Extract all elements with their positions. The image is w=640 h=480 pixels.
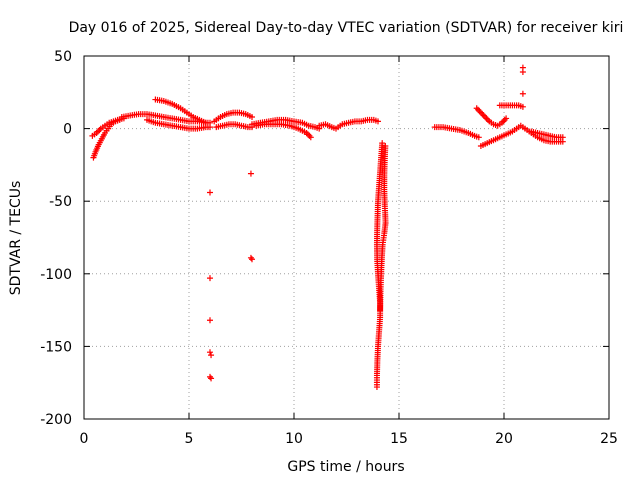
data-point-dip-right	[377, 307, 384, 314]
data-point-t8-11-low	[307, 134, 314, 141]
data-point-spike-6	[208, 375, 215, 382]
data-point-t19-rise	[476, 108, 483, 115]
data-point-t19-rise	[484, 116, 491, 123]
data-point-t19-rise	[473, 105, 480, 112]
data-point-spike-21	[519, 90, 526, 97]
data-point-t17-19	[475, 134, 482, 141]
data-point-spike-21	[519, 68, 526, 75]
plot-frame	[83, 55, 610, 420]
data-point-t19-rise	[480, 112, 487, 119]
x-tick-label: 20	[495, 431, 513, 447]
x-tick-label: 0	[80, 431, 89, 447]
data-point-t3-low	[207, 124, 213, 131]
data-point-t19-rise	[479, 111, 486, 118]
data-point-t19-rise	[475, 106, 482, 113]
data-point-spike-8	[249, 256, 255, 263]
data-points	[89, 64, 566, 391]
x-tick-label: 25	[600, 431, 618, 447]
y-tick-label: -200	[40, 412, 72, 428]
y-tick-label: -150	[40, 339, 72, 355]
x-tick-label: 5	[185, 431, 194, 447]
data-point-spike-6	[208, 352, 215, 359]
y-tick-label: 50	[54, 49, 72, 65]
data-point-early-upper	[96, 127, 103, 134]
data-point-t6-8	[249, 113, 255, 120]
axis-ticks	[83, 55, 610, 420]
data-point-t19-rise	[500, 118, 507, 125]
data-point-t19-rise	[482, 113, 489, 120]
data-point-spike-8	[247, 170, 254, 177]
y-tick-label: -100	[40, 267, 72, 283]
y-tick-label: 0	[63, 122, 72, 138]
x-tick-label: 10	[285, 431, 303, 447]
grid	[84, 56, 609, 419]
data-point-spike-6	[207, 373, 213, 380]
data-point-dip-left	[373, 384, 380, 391]
data-point-t19-rise	[503, 115, 510, 122]
data-point-t19-rise	[477, 109, 484, 116]
data-point-t21-23-upper	[559, 134, 566, 141]
data-point-t20-21	[519, 103, 526, 110]
data-point-spike-6	[207, 189, 213, 196]
x-tick-label: 15	[390, 431, 408, 447]
data-point-t19-rise	[501, 116, 508, 123]
data-point-spike-8	[247, 254, 254, 261]
data-point-early-upper	[95, 128, 101, 135]
data-point-spike-6	[207, 349, 213, 356]
data-point-t19-rise	[483, 115, 490, 122]
y-axis-label: SDTVAR / TECUs	[8, 181, 24, 296]
chart-title: Day 016 of 2025, Sidereal Day-to-day VTE…	[69, 20, 624, 36]
x-tick-labels: 0 5 10 15 20 25	[80, 431, 618, 447]
x-axis-label: GPS time / hours	[287, 459, 404, 475]
y-tick-labels: -200 -150 -100 -50 0 50	[40, 49, 72, 428]
data-point-t11-14	[375, 118, 381, 125]
data-point-spike-6	[207, 275, 213, 282]
y-tick-label: -50	[49, 194, 72, 210]
data-point-spike-6	[207, 317, 213, 324]
data-point-t8-11-low	[306, 132, 313, 139]
